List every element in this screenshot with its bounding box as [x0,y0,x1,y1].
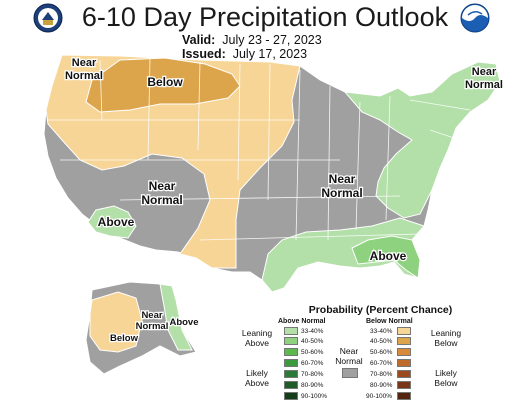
above-swatch-5 [284,370,298,379]
noaa-logo-icon [460,3,490,33]
valid-label: Valid: [182,33,216,47]
above-swatch-2 [284,337,298,346]
alaska-below-region [89,291,143,353]
label-nw-near-2: Normal [65,70,103,82]
above-swatch-4 [284,359,298,368]
near-normal-swatch [342,368,358,378]
leaning-above-label: Leaning Above [241,328,273,348]
valid-dates: July 23 - 27, 2023 [222,33,322,47]
above-swatch-6 [284,381,298,390]
above-bin-4: 60-70% [284,359,323,368]
near-normal-label: Near Normal [335,346,363,366]
label-ak-below: Below [110,333,139,344]
label-ak-near-1: Near [141,310,162,321]
label-east-near-1: Near [329,172,356,186]
label-ak-near-2: Normal [136,321,169,332]
below-bin-2: 40-50% [370,337,414,346]
likely-below-label: Likely Below [434,368,458,388]
alaska-above-region [159,283,193,351]
below-swatch-3 [397,348,412,357]
issued-date: July 17, 2023 [232,47,308,61]
above-bin-2: 40-50% [284,337,323,346]
label-ne-near-1: Near [472,66,497,78]
issued-label: Issued: [182,47,226,61]
state-borders [48,57,471,241]
above-swatch-1 [284,327,298,336]
leaning-below-label: Leaning Below [430,328,462,348]
above-swatch-7 [284,392,298,401]
below-bin-3: 50-60% [370,348,414,357]
label-ne-near-2: Normal [465,79,503,91]
page-title: 6-10 Day Precipitation Outlook [81,2,449,32]
probability-legend: Probability (Percent Chance) Above Norma… [238,300,523,404]
below-bin-6: 80-90% [370,381,414,390]
below-swatch-6 [397,381,412,390]
below-swatch-4 [397,359,412,368]
below-swatch-7 [396,392,411,401]
label-above-se: Above [370,249,407,263]
above-bin-6: 80-90% [284,381,323,390]
below-bin-5: 70-80% [370,370,414,379]
below-bin-7: 90-100% [366,392,414,401]
label-center-near-1: Near [149,179,176,193]
date-block: Valid: July 23 - 27, 2023 Issued: July 1… [182,33,322,61]
below-normal-header: Below Normal [366,318,413,325]
label-ak-above: Above [169,317,198,328]
above-bin-5: 70-80% [284,370,323,379]
below-swatch-2 [397,337,412,346]
commerce-seal-icon [33,3,63,33]
likely-above-label: Likely Above [244,368,270,388]
label-center-near-2: Normal [141,193,182,207]
label-nw-near-1: Near [72,57,97,69]
below-swatch-1 [397,327,412,336]
above-bin-7: 90-100% [284,392,327,401]
above-normal-40-50-region [351,235,421,279]
above-bin-3: 50-60% [284,348,323,357]
above-normal-east-region [343,61,501,219]
label-above-sw: Above [98,215,135,229]
below-normal-40-50-region [85,57,241,113]
label-east-near-2: Normal [321,186,362,200]
below-swatch-5 [397,370,412,379]
below-bin-4: 60-70% [370,359,414,368]
above-normal-header: Above Normal [278,318,326,325]
above-bin-1: 33-40% [284,327,323,336]
label-below: Below [147,75,183,89]
above-normal-southwest-region [87,205,137,239]
legend-title: Probability (Percent Chance) [308,304,453,316]
above-swatch-3 [284,348,298,357]
below-bin-1: 33-40% [370,327,414,336]
